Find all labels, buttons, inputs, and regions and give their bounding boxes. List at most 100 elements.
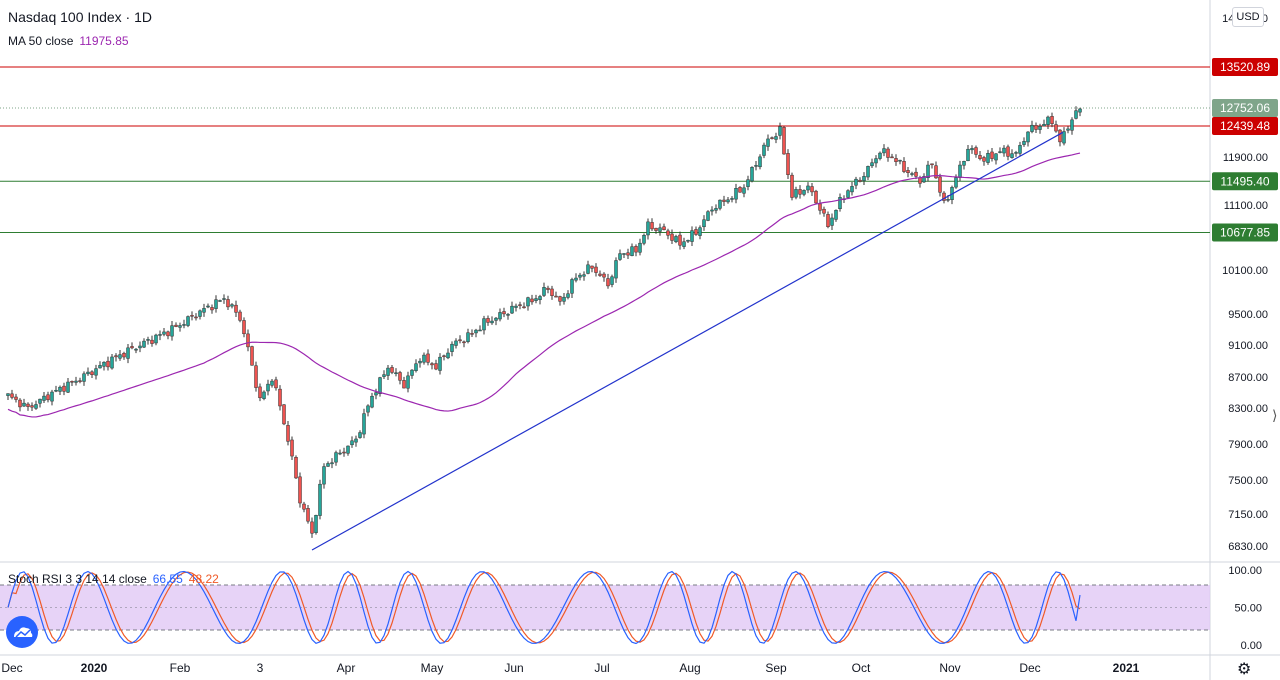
candle[interactable] (590, 265, 594, 273)
candle[interactable] (1046, 115, 1050, 130)
candle[interactable] (634, 244, 638, 257)
candle[interactable] (6, 393, 10, 400)
candle[interactable] (430, 362, 434, 370)
candle[interactable] (790, 172, 794, 201)
candle[interactable] (442, 354, 446, 361)
candle[interactable] (358, 430, 362, 439)
candle[interactable] (254, 361, 258, 392)
candle[interactable] (990, 148, 994, 162)
candle[interactable] (250, 345, 254, 366)
candle[interactable] (830, 213, 834, 230)
candle[interactable] (870, 158, 874, 169)
candle[interactable] (298, 472, 302, 508)
candle[interactable] (74, 376, 78, 386)
price-scale-handle-icon[interactable]: ⟩ (1272, 407, 1278, 423)
candle[interactable] (46, 391, 50, 403)
candle[interactable] (294, 455, 298, 480)
candle[interactable] (614, 257, 618, 283)
candle[interactable] (214, 295, 218, 313)
candle[interactable] (574, 273, 578, 283)
candle[interactable] (938, 173, 942, 197)
candle[interactable] (854, 176, 858, 190)
candle[interactable] (722, 195, 726, 207)
candle[interactable] (90, 370, 94, 378)
candle[interactable] (310, 517, 314, 538)
candle[interactable] (570, 277, 574, 299)
candle[interactable] (390, 365, 394, 375)
candle[interactable] (378, 376, 382, 397)
candle[interactable] (238, 309, 242, 323)
candle[interactable] (494, 317, 498, 326)
candle[interactable] (278, 385, 282, 411)
candle[interactable] (522, 302, 526, 309)
candle[interactable] (670, 229, 674, 245)
ma-50-line[interactable] (7, 152, 1081, 418)
candle[interactable] (482, 315, 486, 335)
candle[interactable] (222, 294, 226, 304)
candle[interactable] (210, 304, 214, 314)
candle[interactable] (122, 351, 126, 360)
candle[interactable] (1022, 137, 1026, 147)
candle[interactable] (42, 392, 46, 403)
candle[interactable] (998, 147, 1002, 154)
candle[interactable] (754, 160, 758, 171)
candle[interactable] (658, 223, 662, 236)
candle[interactable] (486, 315, 490, 326)
candle[interactable] (14, 393, 18, 403)
candle[interactable] (578, 272, 582, 281)
candle[interactable] (318, 479, 322, 520)
candle[interactable] (398, 370, 402, 385)
candle[interactable] (978, 151, 982, 161)
candle[interactable] (714, 204, 718, 214)
candle[interactable] (986, 149, 990, 165)
candle[interactable] (346, 445, 350, 456)
candle[interactable] (750, 166, 754, 183)
candle[interactable] (66, 378, 70, 394)
candle[interactable] (610, 274, 614, 288)
candle[interactable] (314, 514, 318, 535)
candle[interactable] (262, 390, 266, 401)
candle[interactable] (162, 327, 166, 337)
candle[interactable] (114, 353, 118, 362)
candle[interactable] (562, 292, 566, 305)
candle[interactable] (1006, 144, 1010, 161)
candle[interactable] (150, 335, 154, 347)
candle[interactable] (1030, 120, 1034, 134)
candle[interactable] (646, 218, 650, 240)
candle[interactable] (586, 260, 590, 275)
candle[interactable] (762, 142, 766, 159)
candle[interactable] (394, 368, 398, 377)
candle[interactable] (334, 450, 338, 466)
candle[interactable] (58, 385, 62, 395)
candle[interactable] (678, 231, 682, 250)
candle[interactable] (798, 185, 802, 199)
stoch-k-line[interactable] (7, 570, 1081, 645)
candle[interactable] (858, 177, 862, 183)
candle[interactable] (518, 301, 522, 310)
candle[interactable] (194, 313, 198, 321)
candle[interactable] (450, 341, 454, 357)
candle[interactable] (38, 398, 42, 408)
candle[interactable] (730, 196, 734, 203)
candle[interactable] (330, 458, 334, 469)
candle[interactable] (110, 353, 114, 370)
candle[interactable] (734, 183, 738, 204)
candle[interactable] (942, 191, 946, 204)
candle[interactable] (490, 316, 494, 325)
candle[interactable] (974, 145, 978, 158)
candle[interactable] (818, 199, 822, 215)
candle[interactable] (778, 122, 782, 140)
candle[interactable] (22, 398, 26, 407)
candle[interactable] (654, 227, 658, 234)
candle[interactable] (882, 144, 886, 157)
candle[interactable] (622, 253, 626, 258)
candle[interactable] (546, 285, 550, 294)
candle[interactable] (662, 223, 666, 231)
candle[interactable] (370, 392, 374, 409)
candle[interactable] (874, 155, 878, 168)
candle[interactable] (618, 249, 622, 261)
candle[interactable] (982, 155, 986, 166)
candle[interactable] (342, 447, 346, 457)
settings-gear-icon[interactable]: ⚙ (1237, 661, 1252, 678)
candle[interactable] (170, 320, 174, 341)
